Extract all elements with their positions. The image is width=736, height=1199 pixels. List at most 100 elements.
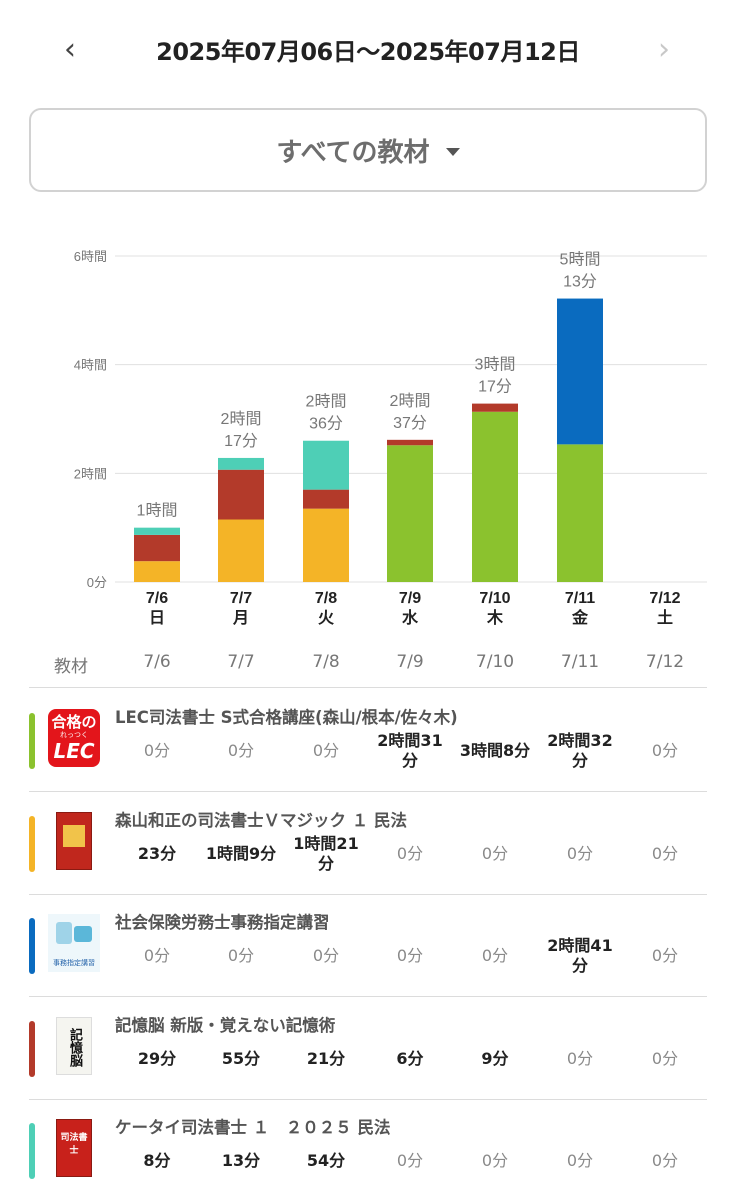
bar-segment-keitai: [218, 457, 264, 470]
x-tick-date: 7/9: [399, 590, 421, 607]
bar-segment-lec: [557, 444, 603, 582]
x-tick-date: 7/12: [649, 590, 680, 607]
study-time-cell: 29分: [137, 1049, 177, 1068]
x-tick-weekday: 木: [486, 608, 504, 627]
study-time-cell: 9分: [481, 1049, 509, 1068]
x-tick-weekday: 土: [657, 608, 673, 627]
material-row[interactable]: 森山和正の司法書士Ｖマジック １ 民法 23分 1時間9分 1時間21 分 0分 0分 0分 0…: [29, 792, 707, 895]
study-time-cell: 55分: [221, 1049, 261, 1068]
material-row[interactable]: 合格の れっつく LEC LEC司法書士 S式合格講座(森山/根本/佐々木) 0分 0分 0…: [29, 689, 707, 792]
study-time-cell: 8分: [143, 1151, 171, 1170]
material-column-header: 教材: [54, 657, 88, 677]
bar-segment-keitai: [134, 527, 180, 535]
study-time-cell: 0分: [396, 946, 424, 965]
study-time-cell: 0分: [481, 1151, 509, 1170]
study-time-cell: 0分: [481, 844, 509, 863]
material-title: LEC司法書士 S式合格講座(森山/根本/佐々木): [115, 708, 458, 727]
material-color-indicator: [29, 918, 35, 974]
study-time-cell: 0分: [566, 1151, 594, 1170]
material-title: 森山和正の司法書士Ｖマジック １ 民法: [115, 811, 407, 830]
bar-segment-lec: [472, 411, 518, 582]
y-tick-label: 4時間: [74, 358, 107, 373]
study-time-cell: 54分: [306, 1151, 346, 1170]
date-column-header: 7/9: [396, 652, 424, 672]
study-time-cell: 0分: [651, 1049, 679, 1068]
material-row[interactable]: 記憶脳 記憶脳 新版・覚えない記憶術 29分 55分 21分 6分 9分 0分 0分: [29, 997, 707, 1100]
bar-total-label: 3時間: [475, 356, 516, 374]
study-time-cell: 21分: [306, 1049, 346, 1068]
study-time-cell: 0分: [143, 741, 171, 760]
study-time-cell: 23分: [137, 844, 177, 863]
material-title: 社会保険労務士事務指定講習: [115, 913, 330, 932]
bar-segment-sharo: [557, 298, 603, 445]
table-header: 教材 7/6 7/7 7/8 7/9 7/10 7/11 7/12: [29, 642, 707, 688]
bar-total-label: 13分: [563, 273, 597, 291]
study-time-cell: 0分: [396, 844, 424, 863]
material-row[interactable]: 事務指定講習 社会保険労務士事務指定講習 0分 0分 0分 0分 0分 2時間41 分 0分: [29, 894, 707, 997]
x-tick-weekday: 水: [402, 608, 419, 627]
material-title: ケータイ司法書士 １ ２０２５ 民法: [115, 1118, 391, 1137]
header: ‹ 2025年07月06日〜2025年07月12日 ›: [0, 0, 736, 104]
x-tick-date: 7/7: [230, 590, 252, 607]
date-column-header: 7/12: [645, 652, 685, 672]
bar-total-label: 5時間: [560, 251, 601, 269]
study-time-cell: 0分: [143, 946, 171, 965]
book-cover-icon: 司法書士: [48, 1119, 100, 1179]
material-row[interactable]: 司法書士 ケータイ司法書士 １ ２０２５ 民法 8分 13分 54分 0分 0分 0分 0分: [29, 1099, 707, 1199]
material-filter-dropdown[interactable]: すべての教材: [29, 108, 707, 192]
study-time-cell: 0分: [651, 1151, 679, 1170]
bar-segment-vmagic: [303, 508, 349, 582]
logo-text: 合格の: [51, 713, 97, 731]
study-time-cell: 0分: [227, 741, 255, 760]
cover-title: 記憶脳: [67, 1027, 82, 1067]
study-time-cell: 1時間9分: [205, 844, 277, 863]
material-color-indicator: [29, 1123, 35, 1179]
next-week-button[interactable]: ›: [658, 32, 670, 67]
bar-total-label: 36分: [309, 415, 343, 433]
bar-total-label: 1時間: [137, 502, 178, 520]
x-tick-weekday: 金: [571, 608, 589, 627]
bar-total-label: 2時間: [221, 410, 262, 428]
bar-total-label: 2時間: [306, 393, 347, 411]
y-tick-label: 6時間: [74, 249, 107, 264]
x-tick-date: 7/8: [315, 590, 337, 607]
bar-segment-kioku: [134, 534, 180, 562]
prev-week-button[interactable]: ‹: [64, 32, 76, 67]
study-time-cell: 0分: [566, 1049, 594, 1068]
study-time-cell: 6分: [396, 1049, 424, 1068]
study-time-cell: 0分: [651, 946, 679, 965]
study-time-chart: 0分 2時間 4時間 6時間 1時間 7/6 日 2時間 17分 7/7 月 2時間 36分 7/8 火 2時…: [0, 230, 736, 640]
material-filter-label: すべての教材: [276, 137, 430, 168]
x-tick-weekday: 火: [318, 609, 335, 627]
material-color-indicator: [29, 713, 35, 769]
thumb-caption: 事務指定講習: [53, 959, 95, 967]
x-tick-weekday: 月: [232, 609, 249, 627]
material-title: 記憶脳 新版・覚えない記憶術: [115, 1016, 336, 1035]
study-time-cell: 2時間32 分: [547, 731, 613, 770]
bar-segment-kioku: [472, 403, 518, 412]
date-column-header: 7/7: [227, 652, 255, 672]
date-column-header: 7/11: [560, 652, 600, 672]
study-time-cell: 0分: [396, 1151, 424, 1170]
study-time-cell: 0分: [566, 844, 594, 863]
bar-total-label: 17分: [224, 432, 258, 450]
material-color-indicator: [29, 816, 35, 872]
x-tick-weekday: 日: [149, 609, 165, 627]
study-time-cell: 0分: [227, 946, 255, 965]
caret-down-icon: [445, 148, 460, 156]
book-cover-icon: [48, 812, 100, 872]
x-tick-date: 7/11: [565, 590, 595, 607]
study-time-cell: 0分: [481, 946, 509, 965]
logo-brand: LEC: [53, 739, 95, 763]
date-column-header: 7/8: [312, 652, 340, 672]
bar-segment-keitai: [303, 440, 349, 490]
y-tick-label: 2時間: [74, 466, 107, 481]
logo-subtext: れっつく: [60, 731, 88, 739]
date-column-header: 7/10: [475, 652, 515, 672]
bar-segment-kioku: [218, 469, 264, 520]
x-tick-date: 7/6: [146, 590, 168, 607]
study-time-cell: 0分: [312, 741, 340, 760]
x-tick-date: 7/10: [479, 590, 510, 607]
stacked-bar-chart: 0分 2時間 4時間 6時間 1時間 7/6 日 2時間 17分 7/7 月 2時間 36分 7/8 火 2時…: [74, 249, 707, 627]
y-tick-label: 0分: [87, 575, 107, 590]
